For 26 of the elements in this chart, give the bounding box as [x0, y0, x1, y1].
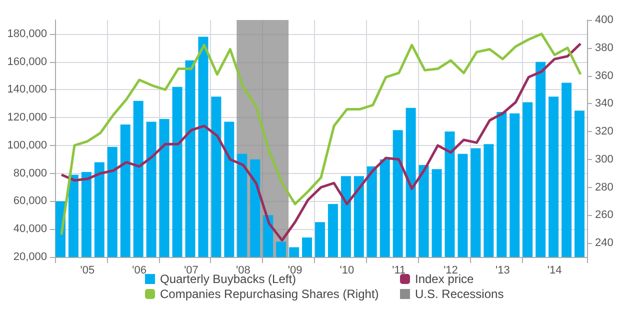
y-tick-label: 60,000: [13, 195, 47, 208]
y2-tick-label: 340: [595, 98, 614, 110]
x-tick-label: '05: [80, 264, 95, 276]
y-tick-label: 20,000: [13, 251, 47, 263]
x-tick-label: '11: [392, 264, 406, 276]
y2-tick-label: 360: [595, 70, 614, 82]
x-tick-label: '13: [495, 264, 510, 276]
y-tick-label: 100,000: [7, 139, 47, 152]
x-tick-label: '14: [547, 264, 562, 276]
legend-label: Companies Repurchasing Shares (Right): [160, 287, 379, 301]
y-tick-label: 120,000: [7, 112, 47, 124]
legend-label: U.S. Recessions: [415, 287, 504, 301]
y-tick-label: 180,000: [7, 28, 47, 40]
y2-tick-label: 380: [595, 42, 614, 54]
x-tick-label: '10: [340, 264, 354, 276]
y2-tick-label: 260: [595, 209, 614, 222]
y-tick-label: 80,000: [13, 167, 47, 180]
y2-tick-label: 320: [595, 126, 614, 138]
y2-tick-label: 240: [595, 237, 614, 250]
x-tick-label: '06: [132, 264, 147, 276]
y-tick-label: 160,000: [7, 56, 47, 68]
y2-tick-label: 280: [595, 181, 614, 194]
y-tick-label: 140,000: [7, 84, 47, 96]
y2-tick-label: 400: [595, 14, 614, 26]
y-tick-label: 40,000: [13, 223, 47, 236]
y2-tick-label: 300: [595, 153, 614, 166]
